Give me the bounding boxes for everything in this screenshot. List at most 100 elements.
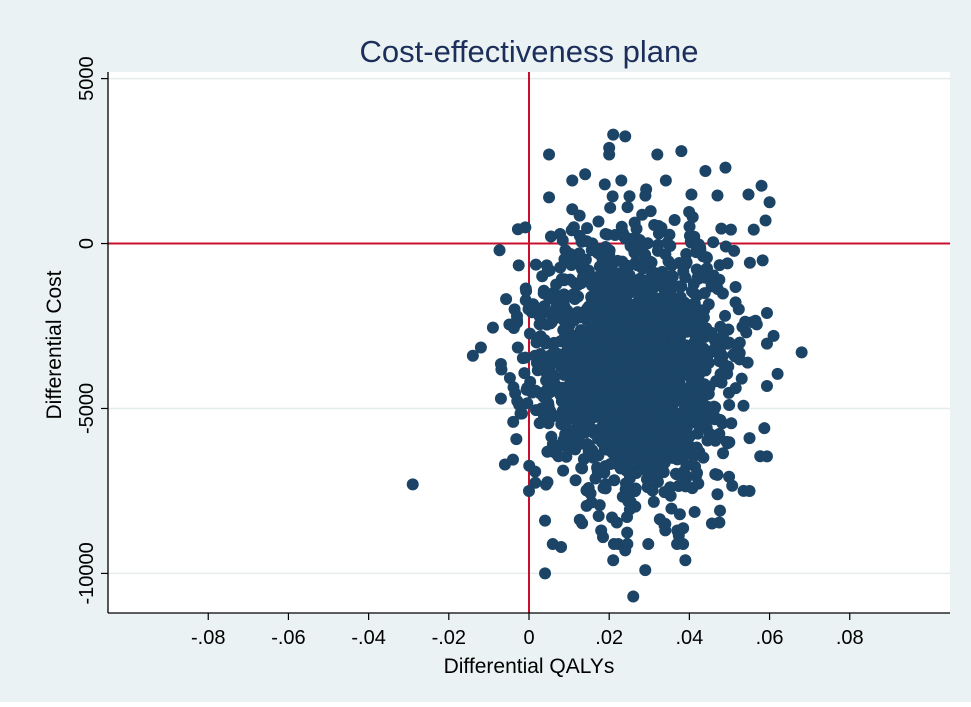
data-point (634, 301, 647, 314)
data-point (608, 319, 621, 332)
data-point (652, 271, 665, 284)
data-point (719, 240, 732, 253)
data-point (542, 397, 555, 410)
data-point (543, 191, 556, 204)
x-tick-label: .02 (595, 627, 623, 649)
data-point (665, 502, 678, 515)
data-point (690, 398, 703, 411)
data-point (717, 447, 730, 460)
data-point (540, 259, 553, 272)
data-point (557, 274, 570, 287)
y-tick-label: -5000 (76, 383, 98, 434)
data-point (716, 329, 729, 342)
data-point (516, 352, 529, 365)
data-point (557, 288, 570, 301)
data-point (733, 353, 746, 366)
data-point (546, 368, 559, 381)
data-point (608, 275, 621, 288)
data-point (518, 367, 531, 380)
data-point (571, 306, 584, 319)
data-point (533, 417, 546, 430)
data-point (760, 307, 773, 320)
data-point (679, 554, 692, 567)
data-point (511, 341, 524, 354)
data-point (630, 222, 643, 235)
data-point (510, 310, 523, 323)
data-point (519, 221, 532, 234)
data-point (720, 435, 733, 448)
data-point (583, 450, 596, 463)
data-point (514, 407, 527, 420)
data-point (607, 554, 620, 567)
data-point (553, 409, 566, 422)
data-point (713, 504, 726, 517)
data-point (651, 466, 664, 479)
data-point (672, 479, 685, 492)
data-point (633, 233, 646, 246)
data-point (589, 472, 602, 485)
data-point (686, 211, 699, 224)
data-point (650, 349, 663, 362)
data-point (723, 399, 736, 412)
data-point (529, 384, 542, 397)
data-point (544, 386, 557, 399)
data-point (672, 419, 685, 432)
data-point (573, 385, 586, 398)
data-point (677, 358, 690, 371)
data-point (651, 244, 664, 257)
data-point (613, 300, 626, 313)
data-point (690, 263, 703, 276)
data-point (567, 429, 580, 442)
data-point (556, 234, 569, 247)
data-point (760, 450, 773, 463)
data-point (689, 340, 702, 353)
data-point (644, 205, 657, 218)
data-point (642, 333, 655, 346)
data-point (627, 319, 640, 332)
data-point (510, 433, 523, 446)
data-point (542, 417, 555, 430)
data-point (616, 282, 629, 295)
data-point (604, 201, 617, 214)
data-point (569, 255, 582, 268)
data-point (500, 293, 513, 306)
data-point (763, 196, 776, 209)
data-point (767, 329, 780, 342)
data-point (670, 468, 683, 481)
data-point (573, 229, 586, 242)
data-point (530, 404, 543, 417)
data-point (645, 438, 658, 451)
data-point (641, 481, 654, 494)
data-point (513, 398, 526, 411)
data-point (610, 384, 623, 397)
data-point (597, 481, 610, 494)
data-point (520, 383, 533, 396)
data-point (544, 230, 557, 243)
data-point (691, 467, 704, 480)
data-point (665, 259, 678, 272)
data-point (541, 476, 554, 489)
data-point (527, 300, 540, 313)
data-point (629, 482, 642, 495)
data-point (690, 441, 703, 454)
data-point (713, 345, 726, 358)
data-point (620, 486, 633, 499)
data-point (755, 179, 768, 192)
data-point (567, 288, 580, 301)
data-point (561, 343, 574, 356)
data-point (574, 324, 587, 337)
chart-title: Cost-effectiveness plane (360, 34, 699, 69)
data-point (691, 427, 704, 440)
data-point (587, 381, 600, 394)
data-point (722, 360, 735, 373)
data-point (595, 524, 608, 537)
data-point (713, 355, 726, 368)
data-point (614, 448, 627, 461)
data-point (729, 296, 742, 309)
data-point (701, 262, 714, 275)
data-point (619, 544, 632, 557)
data-point (737, 399, 750, 412)
data-point (698, 378, 711, 391)
data-point (664, 489, 677, 502)
